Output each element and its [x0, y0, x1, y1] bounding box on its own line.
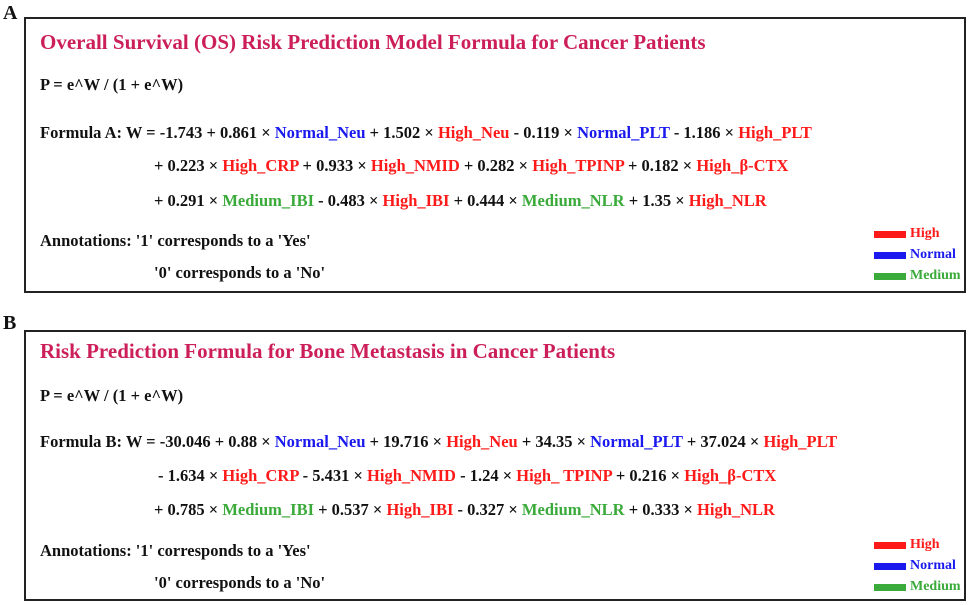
formula-term-text: - 5.431 ×	[298, 466, 368, 485]
variable-red: High_PLT	[763, 432, 838, 451]
legend-item-normal: Normal	[874, 247, 969, 265]
variable-red: High_β-CTX	[696, 156, 789, 175]
formula-line-1: Formula A: W = -1.743 + 0.861 × Normal_N…	[40, 123, 812, 143]
formula-term-text: + 0.282 ×	[459, 156, 533, 175]
variable-blue: Normal_PLT	[577, 123, 670, 142]
variable-red: High_TPINP	[532, 156, 624, 175]
variable-green: Medium_NLR	[521, 500, 625, 519]
legend-item-high: High	[874, 537, 969, 555]
panel-title: Overall Survival (OS) Risk Prediction Mo…	[40, 30, 706, 54]
legend-item-medium: Medium	[874, 579, 969, 597]
variable-red: High_β-CTX	[684, 466, 777, 485]
variable-blue: Normal_PLT	[590, 432, 683, 451]
legend-label: High	[910, 537, 940, 552]
panel-letter-b: B	[3, 312, 17, 334]
formula-term-text: + 34.35 ×	[517, 432, 591, 451]
legend-swatch	[874, 542, 906, 549]
probability-formula: P = e^W / (1 + e^W)	[40, 75, 184, 94]
formula-line-2: - 1.634 × High_CRP - 5.431 × High_NMID -…	[158, 466, 776, 486]
variable-blue: Normal_Neu	[274, 432, 366, 451]
variable-red: High_IBI	[382, 191, 450, 210]
legend-swatch	[874, 231, 906, 238]
legend-swatch	[874, 273, 906, 280]
variable-red: High_Neu	[446, 432, 518, 451]
annotation-yes: Annotations: '1' corresponds to a 'Yes'	[40, 541, 311, 560]
legend-label: Medium	[910, 268, 961, 283]
formula-term-text: + 0.216 ×	[611, 466, 685, 485]
formula-line-1: Formula B: W = -30.046 + 0.88 × Normal_N…	[40, 432, 837, 452]
formula-term-text: - 0.327 ×	[453, 500, 522, 519]
formula-term-text: Formula A: W = -1.743 + 0.861 ×	[40, 123, 275, 142]
formula-term-text: - 0.119 ×	[509, 123, 578, 142]
formula-term-text: Formula B: W = -30.046 + 0.88 ×	[40, 432, 275, 451]
annotation-yes: Annotations: '1' corresponds to a 'Yes'	[40, 231, 311, 250]
variable-green: Medium_IBI	[222, 191, 314, 210]
variable-red: High_NMID	[367, 466, 456, 485]
legend-label: High	[910, 226, 940, 241]
variable-red: High_IBI	[386, 500, 454, 519]
formula-term-text: + 0.785 ×	[154, 500, 223, 519]
variable-blue: Normal_Neu	[274, 123, 366, 142]
legend-label: Normal	[910, 247, 956, 262]
variable-green: Medium_IBI	[222, 500, 314, 519]
formula-term-text: - 1.634 ×	[158, 466, 223, 485]
legend-item-high: High	[874, 226, 969, 244]
variable-red: High_Neu	[437, 123, 510, 142]
legend-swatch	[874, 563, 906, 570]
variable-red: High_CRP	[222, 466, 299, 485]
legend-item-normal: Normal	[874, 558, 969, 576]
formula-term-text: + 37.024 ×	[682, 432, 764, 451]
formula-panel-a: Overall Survival (OS) Risk Prediction Mo…	[24, 17, 966, 293]
formula-term-text: - 0.483 ×	[314, 191, 383, 210]
variable-red: High_CRP	[222, 156, 299, 175]
formula-term-text: + 1.502 ×	[365, 123, 438, 142]
legend-label: Normal	[910, 558, 956, 573]
annotation-no: '0' corresponds to a 'No'	[154, 263, 326, 282]
variable-green: Medium_NLR	[521, 191, 625, 210]
formula-term-text: + 0.933 ×	[298, 156, 371, 175]
legend-label: Medium	[910, 579, 961, 594]
variable-red: High_NMID	[370, 156, 460, 175]
formula-term-text: + 0.182 ×	[623, 156, 697, 175]
formula-term-text: + 0.444 ×	[449, 191, 522, 210]
formula-term-text: - 1.24 ×	[455, 466, 517, 485]
formula-term-text: + 19.716 ×	[365, 432, 447, 451]
variable-red: High_NLR	[697, 500, 775, 519]
formula-line-3: + 0.291 × Medium_IBI - 0.483 × High_IBI …	[154, 191, 767, 211]
variable-red: High_PLT	[738, 123, 812, 142]
annotation-no: '0' corresponds to a 'No'	[154, 573, 326, 592]
formula-term-text: + 0.291 ×	[154, 191, 223, 210]
formula-term-text: + 0.537 ×	[314, 500, 387, 519]
variable-red: High_ TPINP	[516, 466, 612, 485]
probability-formula: P = e^W / (1 + e^W)	[40, 386, 184, 405]
formula-panel-b: Risk Prediction Formula for Bone Metasta…	[24, 330, 966, 601]
formula-line-2: + 0.223 × High_CRP + 0.933 × High_NMID +…	[154, 156, 788, 176]
panel-title: Risk Prediction Formula for Bone Metasta…	[40, 339, 616, 363]
legend-swatch	[874, 584, 906, 591]
variable-red: High_NLR	[688, 191, 767, 210]
formula-term-text: - 1.186 ×	[669, 123, 739, 142]
formula-term-text: + 1.35 ×	[624, 191, 689, 210]
legend-item-medium: Medium	[874, 268, 969, 286]
formula-term-text: + 0.333 ×	[624, 500, 698, 519]
panel-letter-a: A	[3, 2, 18, 24]
formula-term-text: + 0.223 ×	[154, 156, 223, 175]
legend-swatch	[874, 252, 906, 259]
formula-line-3: + 0.785 × Medium_IBI + 0.537 × High_IBI …	[154, 500, 775, 520]
